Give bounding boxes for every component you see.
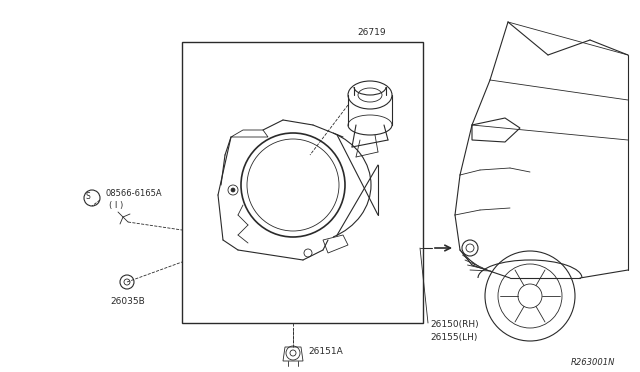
Text: 08566-6165A: 08566-6165A bbox=[105, 189, 162, 198]
Text: R263001N: R263001N bbox=[571, 358, 615, 367]
Circle shape bbox=[231, 188, 235, 192]
Bar bbox=[182, 42, 423, 323]
Text: S: S bbox=[86, 192, 90, 201]
Text: ( I ): ( I ) bbox=[109, 201, 124, 209]
Text: 26150(RH): 26150(RH) bbox=[430, 320, 479, 329]
Text: 26151A: 26151A bbox=[308, 346, 343, 356]
Text: 26155(LH): 26155(LH) bbox=[430, 333, 477, 342]
Text: 26719: 26719 bbox=[357, 28, 386, 37]
Text: 26035B: 26035B bbox=[110, 297, 145, 306]
